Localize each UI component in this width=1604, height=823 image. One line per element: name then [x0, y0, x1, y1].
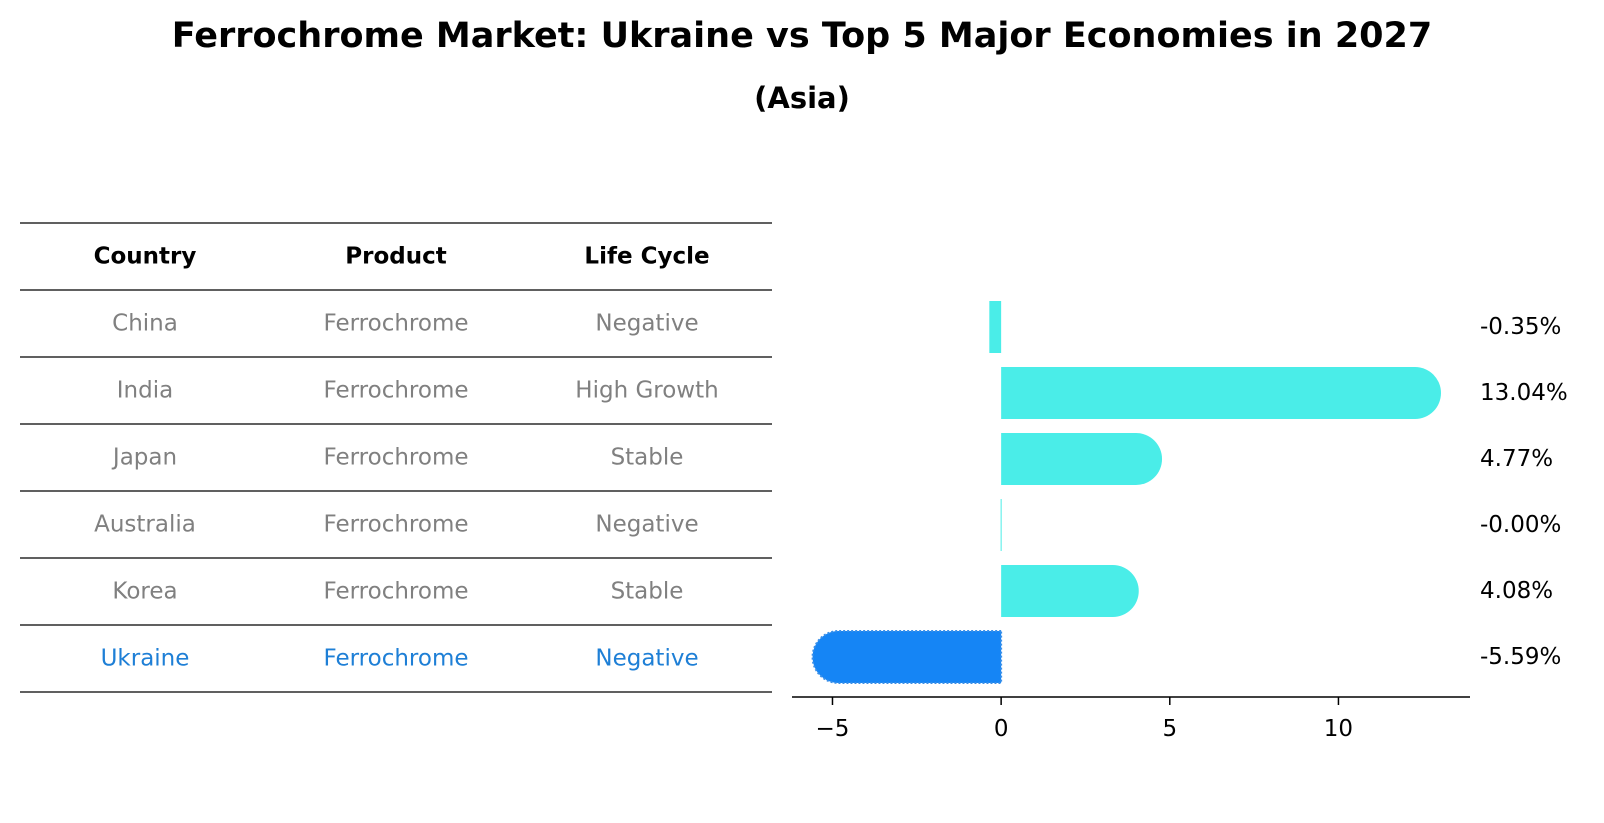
- table-cell-product: Ferrochrome: [324, 378, 469, 404]
- table-cell-life-cycle: Negative: [595, 646, 698, 672]
- table-cell-country: Korea: [112, 579, 177, 605]
- chart-title: Ferrochrome Market: Ukraine vs Top 5 Maj…: [171, 16, 1433, 56]
- table-header-product: Product: [345, 244, 446, 270]
- table-cell-product: Ferrochrome: [324, 579, 469, 605]
- table-cell-product: Ferrochrome: [324, 646, 469, 672]
- bar-india: [1001, 367, 1441, 419]
- table-cell-life-cycle: Stable: [611, 579, 684, 605]
- data-label-ukraine: -5.59%: [1480, 644, 1561, 670]
- bar-japan: [1001, 433, 1163, 485]
- table-header-life-cycle: Life Cycle: [584, 244, 709, 270]
- table-cell-life-cycle: Stable: [611, 445, 684, 471]
- table-cell-country: India: [117, 378, 173, 404]
- table-cell-life-cycle: High Growth: [575, 378, 718, 404]
- table-cell-life-cycle: Negative: [595, 311, 698, 337]
- bar-china: [989, 301, 1002, 353]
- bar-ukraine: [811, 630, 1003, 684]
- table-cell-life-cycle: Negative: [595, 512, 698, 538]
- table-cell-country: China: [112, 311, 178, 337]
- table-cell-country: Japan: [111, 445, 177, 471]
- table-cell-country: Ukraine: [101, 646, 190, 672]
- data-label-india: 13.04%: [1480, 380, 1568, 406]
- table-cell-product: Ferrochrome: [324, 445, 469, 471]
- x-tick-label: 0: [994, 716, 1009, 742]
- data-label-china: -0.35%: [1480, 314, 1561, 340]
- data-label-korea: 4.08%: [1480, 578, 1553, 604]
- data-label-australia: -0.00%: [1480, 512, 1561, 538]
- table-cell-country: Australia: [94, 512, 196, 538]
- x-tick-label: 5: [1162, 716, 1177, 742]
- chart-subtitle: (Asia): [754, 81, 850, 115]
- bar-australia: [1000, 499, 1002, 551]
- table-header-country: Country: [94, 244, 197, 270]
- x-tick-label: 10: [1324, 716, 1353, 742]
- table-cell-product: Ferrochrome: [324, 512, 469, 538]
- table-cell-product: Ferrochrome: [324, 311, 469, 337]
- bar-korea: [1001, 565, 1139, 617]
- x-tick-label: −5: [816, 716, 850, 742]
- data-label-japan: 4.77%: [1480, 446, 1553, 472]
